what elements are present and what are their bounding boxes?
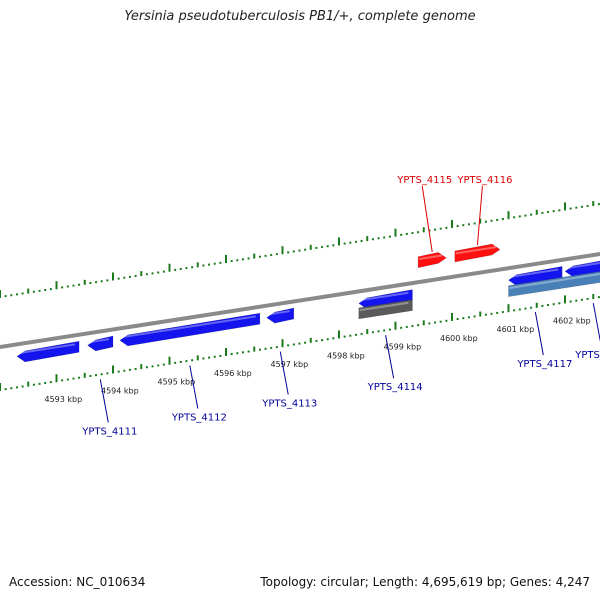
gene-label-leader bbox=[476, 185, 483, 246]
gene-arrow[interactable] bbox=[508, 268, 600, 297]
ruler-tick-label: 4601 kbp bbox=[497, 325, 535, 334]
gene-label[interactable]: YPTS_4116 bbox=[456, 175, 512, 186]
gene-label-leader bbox=[592, 302, 600, 343]
gene-arrow[interactable] bbox=[454, 243, 501, 263]
ruler-tick-label: 4598 kbp bbox=[327, 351, 365, 360]
gene-arrow[interactable] bbox=[266, 307, 295, 324]
genome-summary-text: Topology: circular; Length: 4,695,619 bp… bbox=[260, 575, 590, 589]
accession-text: Accession: NC_010634 bbox=[9, 575, 146, 589]
gene-arrow[interactable] bbox=[358, 289, 413, 310]
gene-label-leader bbox=[279, 351, 289, 395]
gene-arrow[interactable] bbox=[16, 340, 80, 363]
gene-label-leader bbox=[99, 379, 109, 423]
gene-arrow-shine bbox=[17, 343, 76, 355]
gene-arrow-shine bbox=[509, 268, 559, 279]
gene-labels: YPTS_4111 YPTS_4112 YPTS_4113 YPTS_4114 YPTS… bbox=[81, 175, 600, 437]
gene-label[interactable]: YPTS_4118 bbox=[574, 350, 600, 361]
genome-backbone bbox=[0, 251, 600, 350]
gene-label-leader bbox=[385, 335, 395, 379]
gene-arrow[interactable] bbox=[358, 299, 413, 320]
gene-label-leader bbox=[534, 311, 544, 356]
ruler-tick-label: 4593 kbp bbox=[45, 395, 83, 404]
gene-label-leader bbox=[189, 365, 199, 409]
gene-arrow[interactable] bbox=[508, 266, 563, 286]
gene-arrow-shine bbox=[120, 315, 256, 339]
gene-arrow-shine bbox=[88, 338, 109, 344]
ruler-tick-label: 4602 kbp bbox=[553, 316, 591, 325]
ruler-tick-label: 4596 kbp bbox=[214, 369, 252, 378]
ruler-tick-label: 4599 kbp bbox=[384, 343, 422, 352]
gene-arrow-shine bbox=[455, 246, 497, 255]
ruler-tick-label: 4594 kbp bbox=[101, 386, 139, 395]
gene-label-leader bbox=[421, 185, 433, 253]
ruler-tick-label: 4600 kbp bbox=[440, 334, 478, 343]
gene-arrow-shine bbox=[419, 254, 443, 261]
reverse-ruler: 4593 kbp 4594 kbp 4595 kbp 4596 kbp 4597 kbp… bbox=[0, 294, 600, 404]
gene-arrow[interactable] bbox=[87, 335, 114, 352]
gene-label[interactable]: YPTS_4113 bbox=[261, 399, 317, 410]
gene-label[interactable]: YPTS_4117 bbox=[516, 359, 572, 370]
gene-arrow[interactable] bbox=[417, 252, 447, 269]
gene-label[interactable]: YPTS_4112 bbox=[171, 413, 227, 424]
gene-label[interactable]: YPTS_4114 bbox=[367, 382, 423, 393]
gene-arrow-shine bbox=[509, 273, 600, 290]
gene-arrow[interactable] bbox=[119, 312, 261, 347]
ruler-tick-label: 4595 kbp bbox=[158, 378, 196, 387]
genome-title: Yersinia pseudotuberculosis PB1/+, compl… bbox=[124, 9, 476, 24]
ruler-tick-label: 4597 kbp bbox=[271, 360, 309, 369]
gene-arrow-shine bbox=[267, 310, 290, 316]
gene-arrow-shine bbox=[359, 301, 409, 312]
gene-arrow-shine bbox=[359, 291, 409, 302]
gene-arrow-shine bbox=[566, 262, 600, 270]
gene-label[interactable]: YPTS_4111 bbox=[81, 426, 137, 437]
gene-track bbox=[16, 243, 600, 363]
gene-label[interactable]: YPTS_4115 bbox=[396, 175, 452, 186]
forward-ruler bbox=[0, 201, 600, 298]
